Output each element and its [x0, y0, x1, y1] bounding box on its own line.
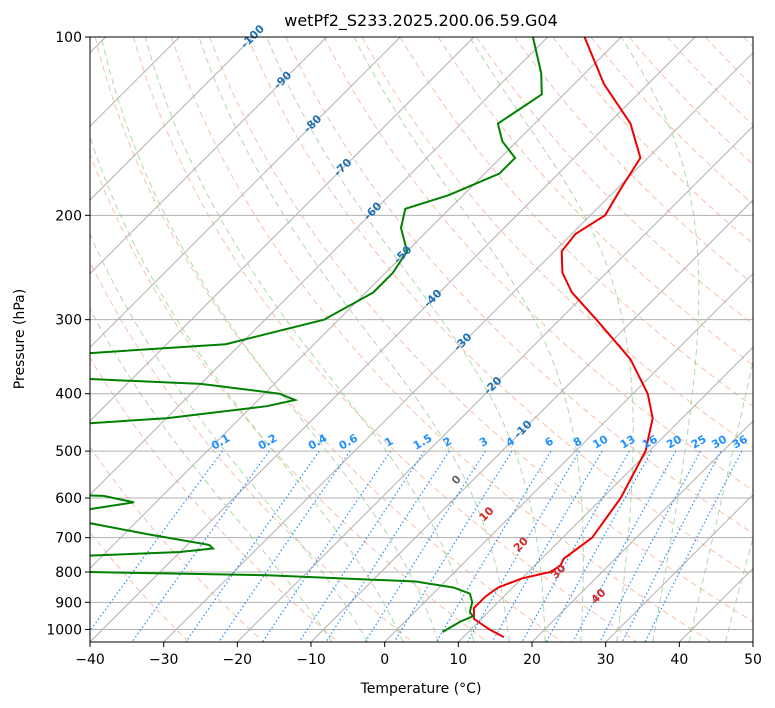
dry-adiabat: [90, 446, 264, 642]
x-tick-label: 50: [744, 652, 762, 668]
isotherm: [90, 37, 622, 570]
moist-adiabat: [725, 536, 753, 642]
temperature-profile: [472, 37, 654, 638]
x-tick-label: 0: [380, 652, 389, 668]
mixing-ratio-line: [521, 450, 631, 642]
profiles: [90, 37, 654, 638]
moist-adiabat: [620, 37, 700, 642]
isotherm: [531, 420, 753, 642]
y-axis: 100 200 300 400 500 600 700 800 900 1000: [46, 30, 90, 638]
mixing-ratio-line: [491, 450, 603, 642]
x-tick-label: −30: [149, 652, 179, 668]
x-tick-label: −10: [296, 652, 326, 668]
x-tick-label: 20: [523, 652, 541, 668]
mixing-ratio-line: [599, 450, 702, 642]
isotherm: [90, 37, 475, 422]
x-tick-label: 10: [449, 652, 467, 668]
y-tick-label: 100: [55, 30, 82, 46]
plot-frame: [89, 36, 754, 643]
mixing-ratio-line: [262, 450, 392, 642]
mixing-ratio-line: [393, 450, 513, 642]
dry-adiabat: [247, 37, 753, 578]
x-axis-title: Temperature (°C): [360, 681, 482, 697]
moist-adiabat: [688, 358, 753, 642]
y-tick-label: 800: [55, 565, 82, 581]
dry-adiabat: [90, 356, 339, 642]
mixing-ratio-line: [545, 450, 653, 642]
x-axis: −40 −30 −20 −10 0 10 20 30 40 50: [75, 642, 762, 668]
dry-adiabat: [132, 37, 638, 642]
moist-adiabat: [100, 37, 439, 642]
background-grid: [90, 37, 753, 642]
isotherm: [163, 51, 753, 642]
mixing-ratio-line: [572, 450, 677, 642]
mixing-ratio-line: [218, 450, 351, 642]
moist-adiabat: [90, 135, 404, 642]
y-tick-label: 500: [55, 444, 82, 460]
moist-adiabat: [90, 308, 333, 642]
dry-adiabat: [90, 152, 488, 642]
mixing-ratio-line: [298, 450, 425, 642]
moist-adiabat: [144, 37, 475, 642]
y-tick-label: 900: [55, 595, 82, 611]
moist-adiabat: [266, 37, 546, 642]
isotherm: [90, 37, 254, 201]
y-tick-label: 600: [55, 491, 82, 507]
isotherm: [90, 37, 328, 275]
y-axis-title: Pressure (hPa): [12, 289, 28, 389]
isotherm: [605, 493, 753, 642]
dry-adiabat: [476, 37, 753, 325]
y-tick-label: 200: [55, 208, 82, 224]
moist-adiabat: [90, 232, 369, 642]
isotherm: [384, 272, 753, 642]
moist-adiabat: [353, 37, 584, 642]
y-tick-label: 300: [55, 313, 82, 329]
y-tick-label: 400: [55, 387, 82, 403]
dry-adiabat: [94, 37, 563, 642]
x-tick-label: −20: [223, 652, 253, 668]
x-tick-label: −40: [75, 652, 105, 668]
chart-title: wetPf2_S233.2025.200.06.59.G04: [284, 11, 558, 31]
x-tick-label: 30: [597, 652, 615, 668]
dewpoint-profile: [90, 37, 543, 633]
mixing-ratio-line: [621, 450, 722, 642]
dry-adiabat: [437, 37, 753, 366]
isotherm: [236, 125, 753, 642]
y-tick-label: 1000: [46, 622, 82, 638]
y-tick-label: 700: [55, 531, 82, 547]
dry-adiabat: [209, 37, 753, 623]
mixing-ratio-line: [90, 450, 223, 632]
x-tick-label: 40: [670, 652, 688, 668]
dry-adiabat: [323, 37, 753, 491]
dry-adiabat: [285, 37, 753, 535]
plot-area: [90, 37, 753, 642]
isotherm: [90, 37, 401, 349]
mixing-ratio-line: [185, 450, 320, 642]
mixing-ratio-line: [644, 450, 743, 642]
isotherm: [752, 641, 753, 642]
moist-adiabat: [198, 37, 510, 642]
dry-adiabat: [514, 37, 753, 285]
isotherm: [457, 346, 753, 642]
